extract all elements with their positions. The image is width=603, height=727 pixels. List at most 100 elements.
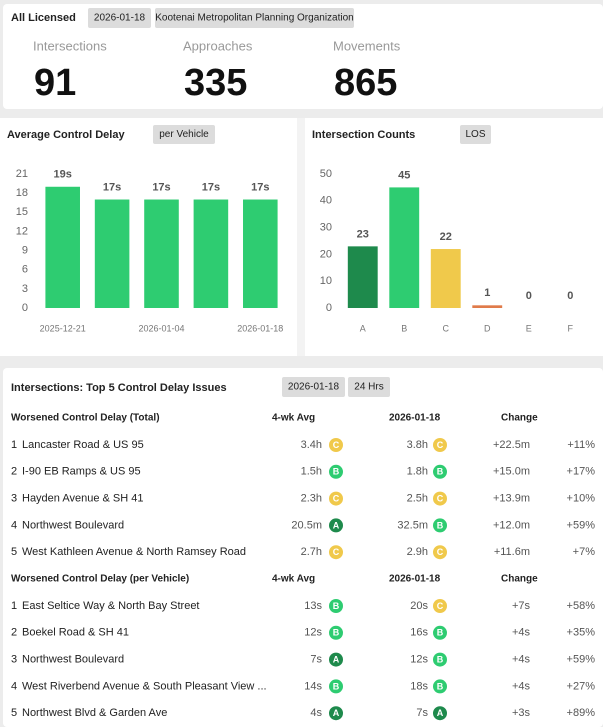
- grade-badge: [433, 599, 447, 613]
- grade-badge: [433, 545, 447, 560]
- org-chip[interactable]: [155, 8, 354, 28]
- table-panel: [3, 368, 603, 727]
- rank: 1: [11, 600, 17, 612]
- grade-letter: B: [333, 467, 340, 477]
- delay-value: 20s: [410, 600, 428, 612]
- grade-letter: B: [333, 628, 340, 638]
- unit-button-label: per Vehicle: [159, 129, 209, 140]
- grade-badge: [329, 438, 343, 452]
- column-header: Change: [501, 574, 538, 585]
- rank: 3: [11, 654, 17, 666]
- y-tick-label: 10: [320, 275, 332, 287]
- delay-value: 2.9h: [407, 546, 428, 558]
- y-tick-label: 12: [16, 225, 28, 237]
- grade-badge: [329, 545, 343, 560]
- los-button[interactable]: [460, 125, 491, 144]
- header-date: 2026-01-18: [94, 13, 146, 24]
- grade-letter: B: [437, 654, 444, 664]
- change: +12.0m: [493, 519, 530, 531]
- header-title: All Licensed: [11, 12, 76, 24]
- stat-value: 91: [34, 62, 76, 104]
- change-percent: +89%: [567, 707, 596, 719]
- value-label: 17s: [103, 181, 121, 193]
- change-percent: +35%: [567, 627, 596, 639]
- value-label: 45: [398, 169, 410, 181]
- grade-letter: C: [437, 547, 444, 557]
- delay-value: 32.5m: [397, 519, 428, 531]
- column-header: 4-wk Avg: [272, 413, 315, 424]
- grade-letter: C: [437, 440, 444, 450]
- delay-value: 12s: [304, 627, 322, 639]
- grade-badge: [433, 518, 447, 533]
- stat-label: Approaches: [183, 38, 253, 53]
- bar: [144, 199, 179, 308]
- rank: 2: [11, 627, 17, 639]
- delay-value: 16s: [410, 627, 428, 639]
- grade-letter: C: [333, 493, 340, 503]
- change-percent: +11%: [567, 439, 595, 451]
- change-percent: +59%: [567, 654, 596, 666]
- chart-title: Intersection Counts: [312, 129, 415, 141]
- value-label: 19s: [54, 169, 72, 181]
- column-header: 2026-01-18: [389, 574, 441, 585]
- grade-badge: [433, 652, 447, 667]
- los-button-label: LOS: [465, 129, 485, 140]
- grade-letter: A: [437, 708, 444, 718]
- stat-label: Intersections: [33, 38, 107, 53]
- intersection-name: Lancaster Road & US 95: [22, 439, 144, 451]
- x-tick-label: F: [568, 323, 574, 333]
- period-chip[interactable]: [348, 377, 390, 397]
- bar: [243, 199, 278, 308]
- table-date-chip[interactable]: [282, 377, 345, 397]
- x-tick-label: E: [526, 323, 532, 333]
- grade-letter: C: [333, 547, 340, 557]
- column-header: Worsened Control Delay (per Vehicle): [11, 574, 189, 585]
- delay-value: 18s: [410, 680, 428, 692]
- y-tick-label: 30: [320, 222, 332, 234]
- unit-button[interactable]: [153, 125, 215, 144]
- count-panel: [305, 118, 603, 356]
- grade-letter: B: [437, 520, 444, 530]
- change-percent: +7%: [573, 546, 596, 558]
- y-tick-label: 18: [16, 187, 28, 199]
- grade-letter: B: [437, 628, 444, 638]
- header-organization: Kootenai Metropolitan Planning Organizat…: [155, 13, 353, 24]
- bar: [347, 246, 378, 308]
- delay-value: 13s: [304, 600, 322, 612]
- column-header: Change: [501, 413, 538, 424]
- value-label: 1: [484, 287, 490, 299]
- x-tick-label: C: [443, 323, 450, 333]
- delay-value: 3.4h: [301, 439, 322, 451]
- grade-letter: A: [333, 708, 340, 718]
- grade-letter: B: [437, 467, 444, 477]
- delay-value: 1.8h: [407, 466, 428, 478]
- chart-title: Average Control Delay: [7, 129, 125, 141]
- rank: 5: [11, 546, 17, 558]
- change: +4s: [512, 627, 531, 639]
- value-label: 23: [357, 228, 369, 240]
- summary-panel: [3, 4, 603, 109]
- bar: [193, 199, 229, 308]
- grade-letter: B: [437, 681, 444, 691]
- change: +3s: [512, 707, 531, 719]
- value-label: 22: [440, 231, 452, 243]
- grade-badge: [329, 464, 343, 479]
- value-label: 0: [567, 290, 573, 302]
- change-percent: +27%: [567, 680, 596, 692]
- y-tick-label: 40: [320, 195, 332, 207]
- intersection-name: West Kathleen Avenue & North Ramsey Road: [22, 546, 246, 558]
- grade-letter: B: [333, 681, 340, 691]
- delay-value: 2.5h: [407, 493, 428, 505]
- x-tick-label: 2026-01-18: [237, 323, 283, 333]
- change: +4s: [512, 654, 531, 666]
- date-chip[interactable]: [88, 8, 151, 28]
- y-tick-label: 0: [22, 302, 28, 314]
- delay-value: 12s: [410, 654, 428, 666]
- table-date: 2026-01-18: [288, 382, 340, 393]
- stat-value: 335: [184, 62, 247, 104]
- divider: [297, 118, 305, 356]
- change: +13.9m: [493, 493, 530, 505]
- table-period: 24 Hrs: [354, 382, 383, 393]
- change-percent: +59%: [567, 519, 596, 531]
